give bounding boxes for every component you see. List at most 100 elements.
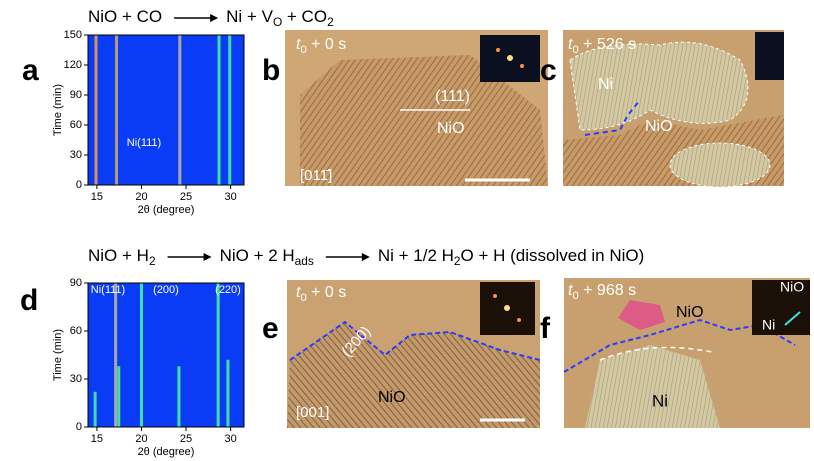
y-tick-label: 120 bbox=[64, 59, 82, 71]
x-tick-label: 20 bbox=[135, 191, 147, 203]
x-axis-title: 2θ (degree) bbox=[138, 446, 195, 458]
y-axis-title: Time (min) bbox=[52, 84, 64, 136]
y-axis-title: Time (min) bbox=[52, 329, 64, 381]
panel-label: e bbox=[262, 312, 279, 345]
text-segment: t bbox=[296, 284, 301, 301]
text-segment: 0 bbox=[300, 44, 306, 56]
peak-stripe bbox=[93, 391, 97, 427]
y-tick-label: 90 bbox=[70, 89, 82, 101]
timestamp: t0 + 0 s bbox=[296, 284, 346, 304]
text-segment: O + H (dissolved in NiO) bbox=[461, 246, 645, 265]
plot-frame bbox=[87, 282, 245, 428]
text-segment: 0 bbox=[572, 290, 578, 302]
text-segment: 2 bbox=[327, 15, 334, 29]
image-label: NiO bbox=[780, 279, 804, 295]
text-segment: NiO + 2 H bbox=[220, 246, 295, 265]
peak-stripe bbox=[228, 35, 232, 185]
x-tick-label: 15 bbox=[91, 433, 103, 445]
y-tick-label: 60 bbox=[70, 325, 82, 337]
arrow-head bbox=[210, 14, 219, 22]
peak-stripe bbox=[216, 283, 220, 427]
text-segment: t bbox=[296, 36, 301, 53]
peak-stripe bbox=[217, 35, 221, 185]
x-axis-title: 2θ (degree) bbox=[138, 204, 195, 216]
y-tick-label: 150 bbox=[64, 29, 82, 41]
image-label: (111) bbox=[435, 88, 470, 105]
peak-stripe bbox=[226, 359, 230, 427]
reaction-text: Ni + 1/2 H2O + H (dissolved in NiO) bbox=[378, 246, 644, 268]
text-segment: Ni + 1/2 H bbox=[378, 246, 454, 265]
tem-image-c bbox=[563, 30, 784, 188]
plot-frame bbox=[87, 34, 245, 186]
x-tick-label: 30 bbox=[225, 433, 237, 445]
text-segment: t bbox=[568, 36, 573, 53]
image-label: Ni bbox=[762, 317, 775, 333]
y-tick-label: 30 bbox=[70, 373, 82, 385]
y-tick-label: 0 bbox=[76, 179, 82, 191]
image-label: Ni bbox=[598, 76, 613, 93]
text-segment: 0 bbox=[300, 292, 306, 304]
y-tick-label: 90 bbox=[70, 277, 82, 289]
plot-background bbox=[88, 35, 244, 185]
image-label: [001] bbox=[296, 404, 329, 421]
image-label: NiO bbox=[676, 304, 704, 321]
text-segment: + CO bbox=[282, 7, 327, 26]
image-label: NiO bbox=[645, 118, 673, 135]
x-tick-label: 15 bbox=[91, 191, 103, 203]
text-segment: NiO + CO bbox=[88, 7, 162, 26]
annotation: (220) bbox=[215, 284, 241, 296]
x-tick-label: 30 bbox=[225, 191, 237, 203]
image-label: NiO bbox=[378, 389, 406, 406]
tem-image-e bbox=[287, 280, 541, 428]
text-segment: 2 bbox=[454, 254, 461, 268]
text-segment: 0 bbox=[572, 44, 578, 56]
y-tick-label: 0 bbox=[76, 421, 82, 433]
text-segment: + 0 s bbox=[307, 284, 347, 301]
panel-label: f bbox=[540, 312, 551, 345]
peak-stripe bbox=[115, 35, 119, 185]
y-tick-label: 60 bbox=[70, 119, 82, 131]
reaction-text: Ni + VO + CO2 bbox=[226, 7, 334, 29]
arrow-head bbox=[361, 253, 370, 261]
text-segment: NiO + H bbox=[88, 246, 149, 265]
peak-stripe bbox=[177, 366, 181, 427]
reaction-text: NiO + H2 bbox=[88, 246, 156, 268]
text-segment: 2 bbox=[149, 254, 156, 268]
panel-label: b bbox=[262, 54, 280, 87]
text-segment: O bbox=[273, 15, 282, 29]
panel-label: d bbox=[20, 284, 38, 317]
text-segment: ads bbox=[295, 254, 314, 268]
peak-stripe bbox=[139, 283, 143, 427]
image-label: [011̄] bbox=[300, 167, 332, 184]
reaction-text: NiO + CO bbox=[88, 7, 162, 26]
peak-stripe bbox=[94, 35, 98, 185]
text-segment: + 526 s bbox=[579, 36, 636, 53]
arrow-head bbox=[203, 253, 212, 261]
x-tick-label: 25 bbox=[180, 433, 192, 445]
x-tick-label: 25 bbox=[180, 191, 192, 203]
timestamp: t0 + 0 s bbox=[296, 36, 346, 56]
text-segment: + 0 s bbox=[307, 36, 347, 53]
y-tick-label: 30 bbox=[70, 149, 82, 161]
text-segment: + 968 s bbox=[579, 282, 636, 299]
panel-label: c bbox=[540, 54, 557, 87]
text-segment: Ni + V bbox=[226, 7, 273, 26]
text-segment: t bbox=[568, 282, 573, 299]
annotation: Ni(111) bbox=[127, 137, 161, 149]
x-tick-label: 20 bbox=[135, 433, 147, 445]
annotation: Ni(111) bbox=[91, 284, 125, 296]
tem-image-f bbox=[563, 278, 810, 428]
timestamp: t0 + 526 s bbox=[568, 36, 636, 56]
peak-stripe bbox=[178, 35, 182, 185]
plot-background bbox=[88, 283, 244, 427]
reaction-text: NiO + 2 Hads bbox=[220, 246, 314, 268]
tem-image-b bbox=[285, 30, 548, 186]
panel-label: a bbox=[22, 54, 39, 87]
timestamp: t0 + 968 s bbox=[568, 282, 636, 302]
peak-stripe bbox=[114, 283, 118, 427]
annotation: (200) bbox=[153, 284, 179, 296]
image-label: NiO bbox=[437, 120, 465, 137]
peak-stripe bbox=[117, 366, 121, 427]
image-label: Ni bbox=[652, 391, 668, 410]
